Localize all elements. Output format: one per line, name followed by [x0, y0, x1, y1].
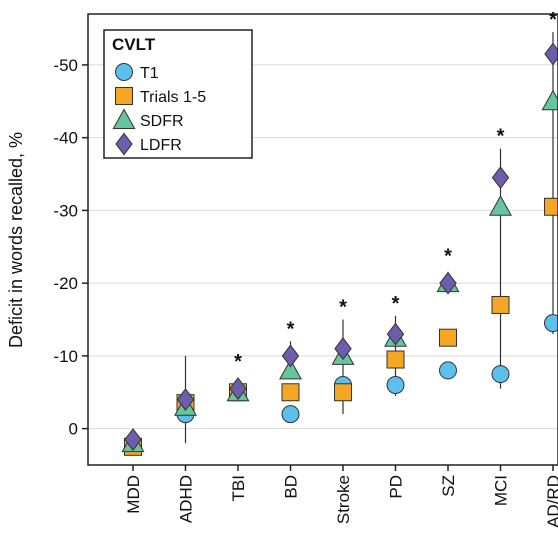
legend-label: SDFR	[140, 113, 184, 130]
point-trials-1-5	[439, 328, 457, 347]
y-tick-label: 0	[69, 420, 78, 439]
significance-star: *	[497, 126, 505, 148]
x-tick-label: SZ	[439, 475, 458, 497]
significance-star: *	[392, 293, 400, 315]
x-tick-label: BD	[282, 475, 301, 499]
point-ldfr	[544, 42, 558, 66]
x-tick-label: MCI	[492, 475, 511, 506]
legend-title: CVLT	[112, 35, 156, 54]
point-t1	[281, 405, 300, 424]
y-tick-label: -10	[53, 347, 78, 366]
y-tick-label: -30	[53, 201, 78, 220]
point-ldfr	[439, 271, 457, 295]
x-tick-label: Stroke	[334, 475, 353, 524]
point-t1	[491, 365, 510, 384]
point-ldfr	[281, 344, 300, 368]
point-ldfr	[491, 166, 510, 190]
point-trials-1-5	[334, 383, 352, 402]
point-ldfr	[176, 388, 195, 411]
point-ldfr	[229, 377, 247, 401]
point-sdfr	[279, 358, 302, 380]
x-tick-label: TBI	[229, 475, 248, 501]
x-tick-label: ADHD	[177, 475, 196, 523]
y-tick-label: -20	[53, 274, 78, 293]
plot-area-frame	[87, 13, 558, 466]
y-tick-label: -50	[53, 56, 78, 75]
legend-label: LDFR	[140, 137, 182, 154]
significance-star: *	[287, 318, 295, 340]
x-tick-label: MDD	[124, 475, 143, 514]
x-tick-label: AD/RD	[544, 475, 558, 528]
legend-label: T1	[140, 65, 159, 82]
point-t1	[439, 361, 457, 380]
significance-markers: * * * * * * *	[234, 9, 557, 373]
legend-label: Trials 1-5	[140, 89, 206, 106]
significance-star: *	[549, 9, 557, 31]
y-tick-label: -40	[53, 129, 78, 148]
legend: CVLT T1 Trials 1-5 SDFR LDFR	[103, 29, 253, 159]
point-trials-1-5	[386, 350, 405, 369]
point-t1	[386, 375, 405, 394]
legend-marker	[115, 63, 133, 81]
point-ldfr	[124, 428, 142, 451]
point-sdfr	[541, 89, 558, 111]
significance-star: *	[234, 351, 242, 373]
significance-star: *	[339, 297, 347, 319]
point-sdfr	[489, 195, 512, 216]
point-t1	[544, 314, 558, 333]
point-trials-1-5	[491, 295, 510, 314]
significance-star: *	[444, 246, 452, 268]
y-axis-label: Deficit in words recalled, %	[6, 132, 26, 348]
data-points	[121, 42, 558, 456]
point-trials-1-5	[281, 383, 300, 402]
legend-marker	[115, 87, 133, 105]
x-axis-ticks: MDD ADHD TBI BD Stroke PD SZ MCI AD/RD	[124, 465, 558, 528]
y-axis-ticks: 0 -10 -20 -30 -40 -50	[53, 56, 88, 439]
legend-marker	[115, 132, 133, 156]
x-tick-label: PD	[387, 475, 406, 499]
legend-marker	[112, 108, 136, 129]
point-ldfr	[386, 322, 405, 346]
point-trials-1-5	[544, 197, 558, 216]
point-ldfr	[334, 337, 352, 361]
